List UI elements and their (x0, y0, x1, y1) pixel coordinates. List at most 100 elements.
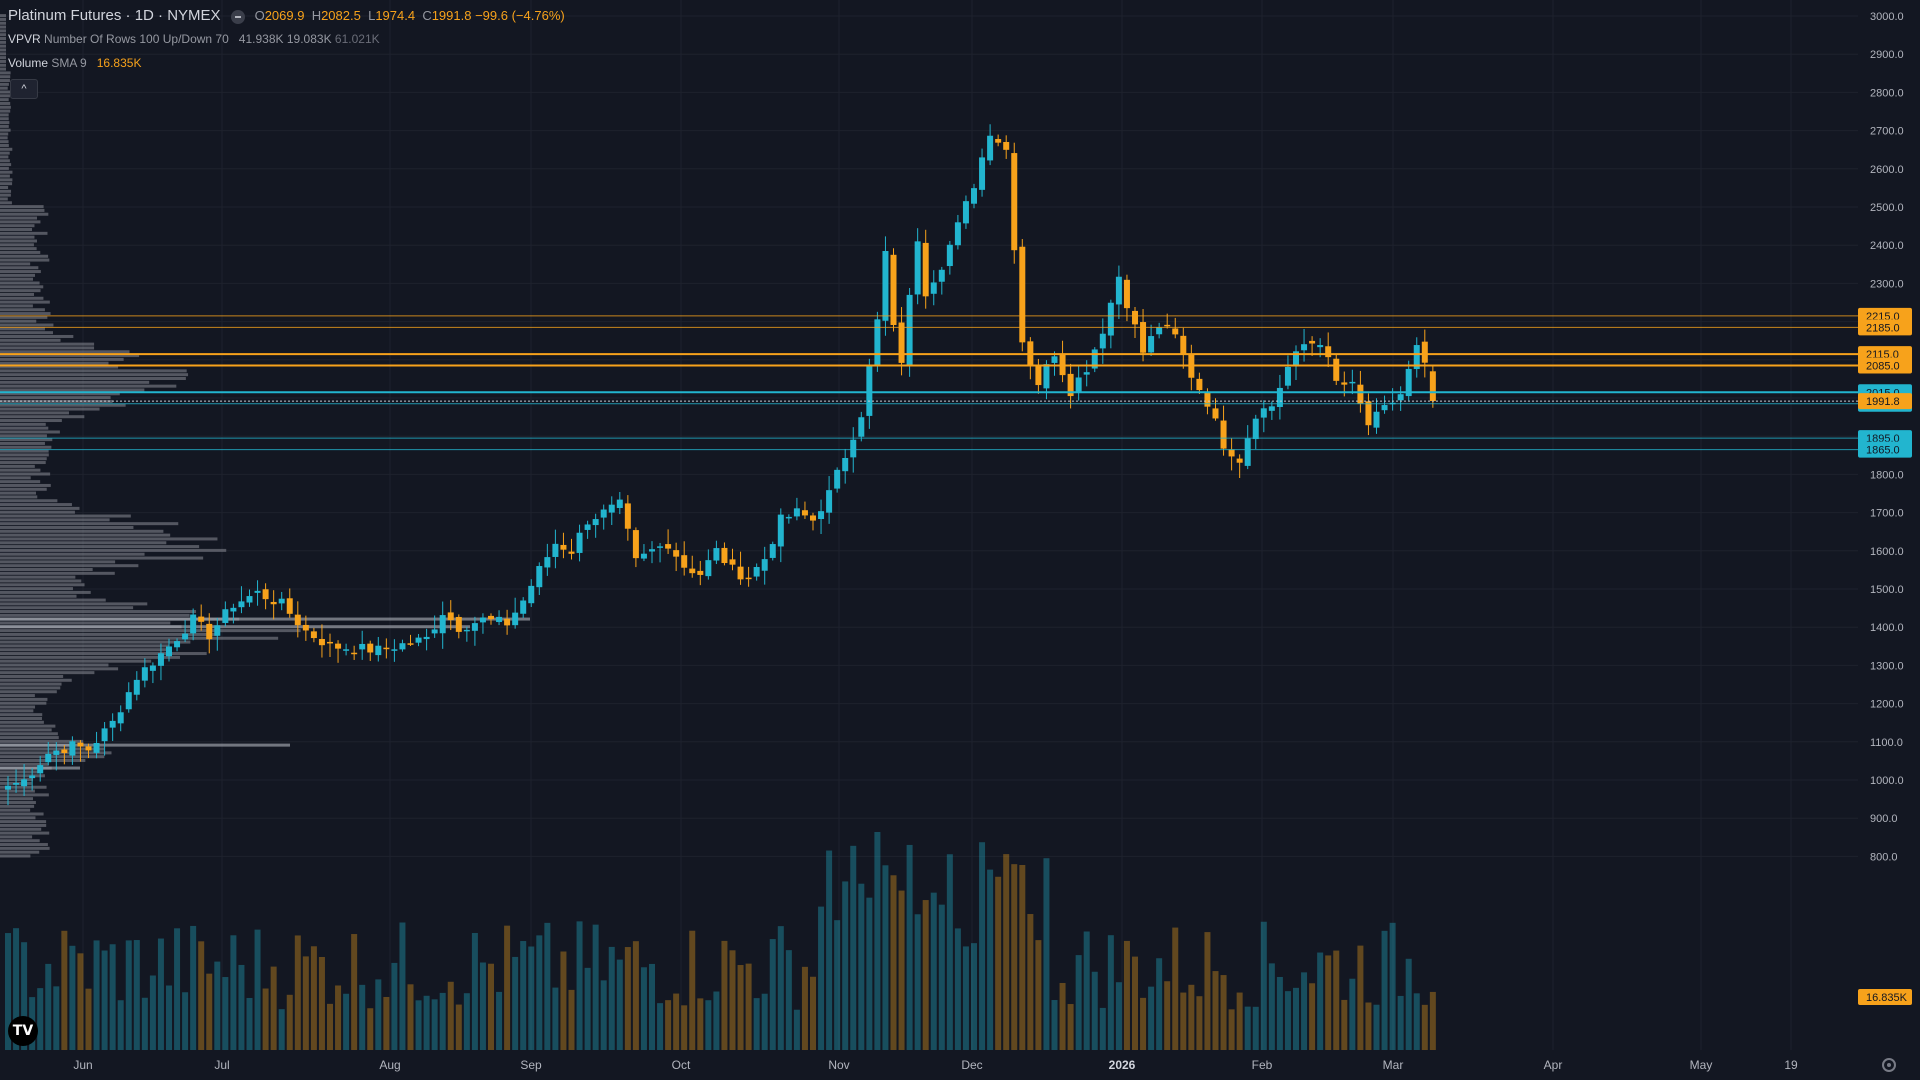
candle-body (753, 567, 760, 577)
volume-bar (785, 950, 792, 1050)
candle-body (584, 524, 591, 530)
candle-body (455, 616, 462, 632)
candle-body (375, 645, 382, 656)
volume-profile-bar (0, 808, 31, 812)
candle-body (1405, 368, 1412, 397)
volume-bar (1172, 927, 1179, 1050)
volume-profile-bar (0, 262, 31, 266)
volume-bar (496, 991, 503, 1050)
candle-body (278, 598, 285, 604)
volume-bar (624, 947, 631, 1050)
candle-body (842, 457, 849, 472)
low-value: 1974.4 (375, 8, 416, 23)
candle-body (310, 631, 317, 639)
y-axis-tick-label: 3000.0 (1870, 11, 1904, 23)
volume-profile-bar (0, 247, 37, 251)
volume-bar (818, 906, 825, 1050)
level-price-label-box (1858, 357, 1912, 374)
y-axis-tick-label: 1500.0 (1870, 584, 1904, 596)
candle-body (1164, 324, 1171, 327)
candle-body (1228, 449, 1235, 457)
candle-body (874, 319, 881, 367)
tradingview-logo[interactable]: TV (8, 1016, 38, 1046)
x-axis-tick-label: Oct (672, 1058, 691, 1072)
volume-bar (93, 940, 100, 1050)
volume-profile-bar (0, 98, 9, 102)
volume-profile-bar (0, 506, 80, 510)
candle-body (182, 633, 189, 640)
volume-bar (552, 987, 559, 1050)
volume-legend[interactable]: Volume SMA 9 16.835K (8, 56, 141, 70)
volume-bar (769, 939, 776, 1050)
volume-profile-bar (0, 235, 35, 239)
candle-body (657, 546, 664, 548)
volume-profile-bar (0, 281, 40, 285)
volume-profile-bar (0, 724, 56, 728)
volume-bar (1083, 931, 1090, 1050)
volume-profile-bar (0, 86, 8, 90)
candle-body (21, 779, 28, 787)
volume-profile-bar (0, 331, 53, 335)
volume-bar (61, 930, 68, 1050)
volume-bar (310, 946, 317, 1050)
volume-profile-bar (0, 690, 57, 694)
volume-profile-bar (0, 312, 51, 316)
candle-body (1075, 377, 1082, 393)
volume-profile-bar (0, 334, 74, 338)
volume-bar (439, 992, 446, 1050)
volume-profile-bar (0, 79, 10, 83)
volume-bar (262, 988, 269, 1050)
y-axis-tick-label: 2900.0 (1870, 49, 1904, 61)
volume-bar (938, 904, 945, 1050)
gear-icon[interactable] (1882, 1058, 1896, 1072)
symbol-title[interactable]: Platinum Futures · 1D · NYMEX (8, 7, 221, 24)
volume-bar (343, 993, 350, 1050)
volume-bar (665, 1000, 672, 1050)
volume-bar (1107, 935, 1114, 1050)
volume-bar (1204, 932, 1211, 1050)
candle-body (359, 643, 366, 650)
volume-profile-bar (0, 182, 13, 186)
volume-profile-bar (0, 774, 45, 778)
level-price-label: 1865.0 (1866, 445, 1900, 457)
y-axis-tick-label: 900.0 (1870, 813, 1898, 825)
candle-body (745, 577, 752, 580)
volume-bar (1301, 972, 1308, 1050)
volume-bar (1132, 956, 1138, 1050)
volume-profile-bar (0, 464, 35, 468)
collapse-legend-button[interactable]: ^ (10, 79, 38, 99)
candle-body (689, 568, 696, 574)
volume-bar (1188, 984, 1195, 1050)
volume-bar (246, 997, 253, 1050)
volume-profile-bar (0, 701, 47, 705)
candle-body (399, 643, 406, 650)
volume-bar (930, 892, 937, 1050)
vpvr-legend[interactable]: VPVR Number Of Rows 100 Up/Down 70 41.93… (8, 32, 380, 46)
volume-bar (37, 988, 44, 1050)
volume-profile-bar (0, 598, 106, 602)
candle-body (133, 679, 140, 695)
volume-profile-bar (0, 640, 191, 644)
volume-profile-bar (0, 850, 40, 854)
volume-profile-bar (0, 231, 48, 235)
candle-body (834, 469, 841, 489)
volume-bar (608, 946, 615, 1050)
candle-body (447, 612, 454, 621)
candle-body (238, 601, 245, 608)
candle-body (37, 765, 44, 774)
volume-profile-bar (0, 579, 82, 583)
volume-bar (898, 890, 905, 1050)
volume-name: Volume (8, 56, 49, 70)
visibility-toggle-icon[interactable] (230, 9, 245, 24)
candle-body (777, 514, 784, 547)
volume-bar (85, 988, 92, 1050)
volume-profile-bar (0, 503, 72, 507)
volume-bar (391, 962, 398, 1050)
volume-bar (737, 965, 744, 1050)
volume-profile-bar (0, 831, 50, 835)
volume-bar (1276, 976, 1283, 1050)
volume-bar (1019, 865, 1026, 1050)
y-axis-tick-label: 2500.0 (1870, 202, 1904, 214)
y-axis-tick-label: 1300.0 (1870, 660, 1904, 672)
